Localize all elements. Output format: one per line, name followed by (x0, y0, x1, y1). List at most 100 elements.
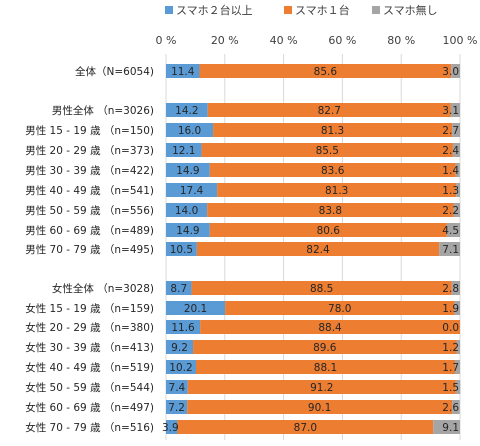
x-tick-label-3: 60 % (328, 34, 356, 47)
data-label-2-row-12: 1.2 (442, 342, 459, 354)
data-label-1-row-12: 89.6 (313, 342, 337, 354)
legend-label-2: スマホ無し (383, 3, 438, 17)
data-label-0-row-9: 8.7 (170, 283, 187, 295)
category-label-0: 全体（N=6054) (75, 65, 154, 78)
data-label-2-row-9: 2.8 (442, 283, 459, 295)
bar-segment-2-row-3 (452, 143, 460, 157)
bar-segment-1-row-9 (191, 281, 452, 295)
data-label-1-row-10: 78.0 (328, 303, 351, 315)
bar-segment-0-row-11 (166, 320, 201, 334)
bar-segment-0-row-10 (166, 301, 226, 315)
category-label-12: 女性 30 - 39 歳 （n=413) (25, 341, 154, 354)
category-label-1: 男性全体 （n=3026) (52, 104, 154, 117)
legend-swatch-0 (165, 6, 173, 14)
data-label-1-row-4: 83.6 (321, 165, 345, 177)
bar-segment-1-row-1 (207, 103, 451, 117)
bar-segment-1-row-8 (196, 242, 440, 256)
bar-segment-1-row-5 (217, 183, 457, 197)
data-label-0-row-11: 11.6 (171, 322, 195, 334)
bar-segment-0-row-9 (166, 281, 192, 295)
data-label-2-row-11: 0.0 (442, 322, 459, 334)
data-label-2-row-3: 2.4 (442, 145, 459, 157)
data-label-0-row-6: 14.0 (175, 205, 198, 217)
data-label-2-row-10: 1.9 (442, 303, 459, 315)
x-tick-label-5: 100 % (443, 34, 478, 47)
data-label-1-row-16: 87.0 (294, 422, 317, 434)
bar-segment-0-row-3 (166, 143, 202, 157)
bar-segment-0-row-12 (166, 340, 194, 354)
bar-segment-1-row-6 (207, 203, 454, 217)
legend-label-0: スマホ２台以上 (176, 3, 253, 17)
x-tick-label-2: 40 % (270, 34, 298, 47)
category-label-4: 男性 30 - 39 歳 （n=422) (25, 164, 154, 177)
data-label-0-row-14: 7.4 (169, 382, 186, 394)
data-label-0-row-3: 12.1 (172, 145, 195, 157)
bar-segment-2-row-8 (439, 242, 460, 256)
category-label-10: 女性 15 - 19 歳 （n=159) (25, 302, 154, 315)
data-label-0-row-16: 3.9 (162, 422, 179, 434)
data-label-1-row-0: 85.6 (314, 66, 338, 78)
legend-swatch-1 (284, 6, 292, 14)
bar-segment-0-row-4 (166, 163, 210, 177)
bar-segment-0-row-5 (166, 183, 218, 197)
bar-segment-0-row-2 (166, 123, 214, 137)
data-label-0-row-5: 17.4 (180, 185, 204, 197)
data-label-1-row-11: 88.4 (318, 322, 342, 334)
data-label-1-row-13: 88.1 (314, 362, 337, 374)
bar-segment-1-row-16 (177, 420, 434, 434)
bar-segment-1-row-0 (199, 64, 452, 78)
bar-segment-0-row-1 (166, 103, 208, 117)
data-label-2-row-13: 1.7 (442, 362, 459, 374)
category-label-11: 女性 20 - 29 歳 （n=380) (25, 321, 154, 334)
category-label-9: 女性全体 （n=3028) (52, 282, 154, 295)
bar-segment-2-row-5 (456, 183, 460, 197)
x-tick-label-4: 80 % (387, 34, 415, 47)
data-label-2-row-15: 2.6 (442, 402, 459, 414)
bar-segment-2-row-0 (451, 64, 460, 78)
bar-segment-1-row-2 (213, 123, 453, 137)
data-label-1-row-7: 80.6 (317, 225, 341, 237)
data-label-0-row-13: 10.2 (169, 362, 192, 374)
bar-segment-1-row-11 (200, 320, 460, 334)
bar-segment-0-row-14 (166, 380, 188, 394)
data-label-1-row-1: 82.7 (318, 105, 341, 117)
bar-segment-2-row-15 (452, 400, 460, 414)
data-label-1-row-3: 85.5 (316, 145, 339, 157)
category-label-5: 男性 40 - 49 歳 （n=541) (25, 184, 154, 197)
bar-segment-2-row-2 (452, 123, 460, 137)
data-label-2-row-4: 1.4 (442, 165, 459, 177)
bar-segment-2-row-10 (454, 301, 460, 315)
legend-label-1: スマホ１台 (295, 3, 350, 17)
bar-segment-0-row-0 (166, 64, 200, 78)
bar-segment-1-row-12 (193, 340, 457, 354)
bar-segment-2-row-9 (451, 281, 460, 295)
data-label-0-row-10: 20.1 (184, 303, 207, 315)
bar-segment-2-row-12 (456, 340, 460, 354)
bar-segment-2-row-7 (446, 223, 460, 237)
legend-swatch-2 (372, 6, 380, 14)
category-label-8: 男性 70 - 79 歳 （n=495) (25, 243, 154, 256)
data-label-2-row-14: 1.5 (442, 382, 459, 394)
bar-segment-0-row-8 (166, 242, 197, 256)
bar-segment-1-row-3 (201, 143, 453, 157)
data-label-2-row-5: 1.3 (442, 185, 459, 197)
data-label-1-row-5: 81.3 (325, 185, 348, 197)
data-label-0-row-7: 14.9 (176, 225, 199, 237)
data-label-2-row-7: 4.5 (442, 225, 459, 237)
data-label-2-row-8: 7.1 (442, 244, 459, 256)
bar-segment-1-row-7 (209, 223, 447, 237)
category-label-3: 男性 20 - 29 歳 （n=373) (25, 144, 154, 157)
bar-segment-1-row-15 (187, 400, 453, 414)
bar-segment-0-row-7 (166, 223, 210, 237)
bar-segment-1-row-10 (225, 301, 455, 315)
data-label-2-row-0: 3.0 (442, 66, 459, 78)
data-label-0-row-4: 14.9 (176, 165, 199, 177)
bar-segment-2-row-1 (450, 103, 460, 117)
category-label-7: 男性 60 - 69 歳 （n=489) (25, 224, 154, 237)
data-label-1-row-8: 82.4 (306, 244, 330, 256)
category-label-14: 女性 50 - 59 歳 （n=544) (25, 381, 154, 394)
bar-segment-1-row-14 (187, 380, 456, 394)
bar-segment-0-row-13 (166, 360, 196, 374)
